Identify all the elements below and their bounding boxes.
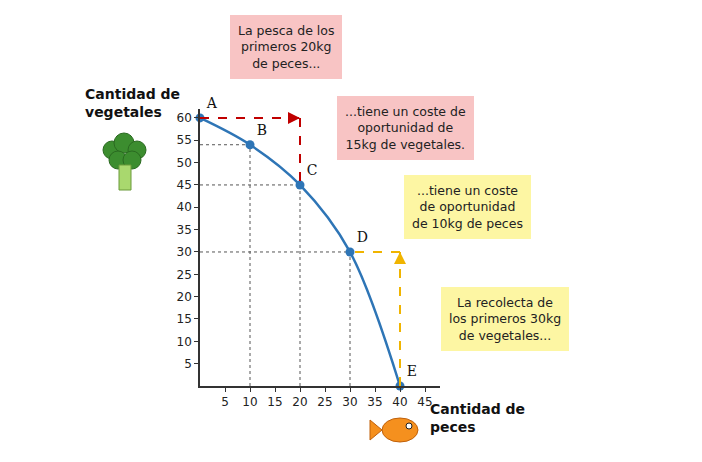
svg-text:10: 10: [177, 335, 192, 349]
svg-text:35: 35: [177, 223, 192, 237]
svg-text:5: 5: [221, 395, 229, 409]
svg-text:55: 55: [177, 133, 192, 147]
svg-text:...tiene un costede oportunida: ...tiene un costede oportunidadde 10kg d…: [412, 183, 523, 231]
svg-text:D: D: [357, 229, 368, 245]
svg-text:10: 10: [242, 395, 257, 409]
svg-text:5: 5: [184, 357, 192, 371]
svg-text:A: A: [206, 95, 218, 111]
svg-text:E: E: [407, 363, 417, 379]
svg-text:Cantidad devegetales: Cantidad devegetales: [85, 86, 180, 120]
svg-text:50: 50: [177, 156, 192, 170]
svg-text:15: 15: [267, 395, 282, 409]
svg-text:30: 30: [342, 395, 357, 409]
svg-text:Cantidad depeces: Cantidad depeces: [430, 401, 525, 435]
svg-text:20: 20: [177, 290, 192, 304]
svg-text:C: C: [307, 162, 318, 178]
svg-text:45: 45: [177, 178, 192, 192]
svg-text:30: 30: [177, 245, 192, 259]
svg-text:40: 40: [392, 395, 407, 409]
svg-text:15: 15: [177, 312, 192, 326]
svg-text:...tiene un coste deoportunida: ...tiene un coste deoportunidad de15kg d…: [345, 104, 466, 152]
svg-text:25: 25: [317, 395, 332, 409]
svg-text:20: 20: [292, 395, 307, 409]
svg-text:La pesca de losprimeros 20kgde: La pesca de losprimeros 20kgde peces...: [238, 23, 334, 71]
svg-text:35: 35: [367, 395, 382, 409]
svg-text:60: 60: [177, 111, 192, 125]
svg-text:La recolecta delos primeros 30: La recolecta delos primeros 30kgde veget…: [449, 295, 561, 343]
svg-text:40: 40: [177, 200, 192, 214]
svg-text:45: 45: [417, 395, 432, 409]
svg-text:B: B: [257, 122, 267, 138]
svg-text:25: 25: [177, 268, 192, 282]
